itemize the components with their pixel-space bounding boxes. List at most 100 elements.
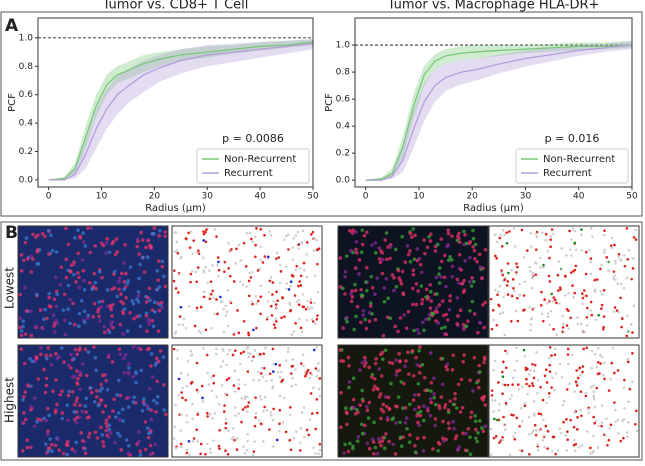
cell-dot xyxy=(256,370,260,374)
cell-dot xyxy=(147,317,151,322)
cell-dot xyxy=(548,363,552,367)
cell-dot xyxy=(81,268,86,273)
cell-dot xyxy=(189,272,193,276)
cell-dot xyxy=(582,347,585,351)
cell-dot xyxy=(255,326,258,330)
cell-dot xyxy=(23,332,28,336)
cell-dot xyxy=(557,302,561,305)
cell-dot xyxy=(404,359,408,363)
cell-dot xyxy=(186,359,190,363)
cell-dot xyxy=(309,301,313,304)
cell-dot xyxy=(107,415,112,419)
cell-dot xyxy=(276,299,279,302)
cell-dot xyxy=(372,384,377,389)
cell-dot xyxy=(396,329,400,334)
cell-dot xyxy=(532,369,536,373)
cell-dot xyxy=(310,412,314,415)
cell-dot xyxy=(505,241,509,245)
cell-dot xyxy=(576,416,579,419)
cell-dot xyxy=(368,301,373,306)
cell-dot xyxy=(23,285,27,290)
cell-dot xyxy=(595,278,599,281)
cell-dot xyxy=(74,440,79,445)
cell-dot xyxy=(274,317,278,321)
cell-dot xyxy=(205,353,209,357)
cell-dot xyxy=(309,298,313,301)
cell-dot xyxy=(472,248,477,253)
cell-dot xyxy=(188,246,192,249)
row-label: Highest xyxy=(3,377,17,423)
cell-dot xyxy=(36,417,40,421)
cell-dot xyxy=(123,352,128,357)
cell-dot xyxy=(172,269,176,272)
cell-dot xyxy=(348,441,352,446)
cell-dot xyxy=(108,304,113,308)
cell-dot xyxy=(420,297,425,302)
cell-dot xyxy=(561,403,565,407)
cell-dot xyxy=(510,294,514,298)
cell-dot xyxy=(47,304,52,308)
cell-dot xyxy=(313,301,316,305)
cell-dot xyxy=(189,349,193,353)
cell-dot xyxy=(105,433,109,438)
cell-dot xyxy=(441,436,445,441)
cell-dot xyxy=(85,316,90,320)
cell-dot xyxy=(386,245,390,249)
cell-dot xyxy=(251,302,254,306)
cell-dot xyxy=(535,230,539,234)
cell-dot xyxy=(294,383,298,387)
cell-dot xyxy=(580,249,583,252)
confidence-band xyxy=(48,39,313,180)
cell-dot xyxy=(275,257,278,260)
cell-dot xyxy=(584,250,588,254)
cell-dot xyxy=(606,443,609,447)
cell-dot xyxy=(224,422,228,425)
cell-dot xyxy=(209,451,212,454)
cell-dot xyxy=(504,401,508,405)
cell-dot xyxy=(382,299,387,304)
cell-dot xyxy=(428,283,433,287)
cell-dot xyxy=(82,309,87,314)
cell-dot xyxy=(148,452,153,457)
cell-dot xyxy=(227,267,230,270)
cell-dot xyxy=(215,347,218,351)
cell-dot xyxy=(185,414,188,417)
cell-dot xyxy=(573,241,576,245)
cell-dot xyxy=(117,347,122,351)
cell-dot xyxy=(202,295,206,299)
cell-dot xyxy=(612,277,615,280)
cell-dot xyxy=(622,254,626,257)
cell-dot xyxy=(522,309,525,312)
cell-dot xyxy=(267,290,271,294)
cell-dot xyxy=(247,333,251,337)
cell-dot xyxy=(102,330,107,335)
cell-dot xyxy=(455,322,459,326)
cell-dot xyxy=(298,267,302,270)
cell-dot xyxy=(306,299,310,303)
cell-dot xyxy=(512,435,515,438)
cell-dot xyxy=(284,234,288,238)
cell-dot xyxy=(376,387,380,392)
cell-dot xyxy=(523,280,527,283)
cell-dot xyxy=(586,324,589,327)
cell-dot xyxy=(492,410,495,413)
cell-dot xyxy=(231,436,235,439)
cell-dot xyxy=(158,228,162,233)
series-line xyxy=(48,41,314,181)
cell-dot xyxy=(578,366,582,370)
cell-dot xyxy=(511,376,515,380)
cell-dot xyxy=(252,378,255,382)
cell-dot xyxy=(47,295,51,300)
cell-dot xyxy=(512,286,515,290)
cell-dot xyxy=(131,374,135,379)
cell-dot xyxy=(500,269,503,272)
annotation: p = 0.0086 xyxy=(222,132,284,145)
cell-dot xyxy=(603,233,606,237)
panel-label: B xyxy=(5,223,18,243)
cell-dot xyxy=(548,356,551,360)
cell-dot xyxy=(437,281,442,285)
cell-dot xyxy=(48,437,52,441)
cell-dot xyxy=(281,421,285,424)
cell-dot xyxy=(449,258,454,262)
cell-dot xyxy=(370,437,375,441)
